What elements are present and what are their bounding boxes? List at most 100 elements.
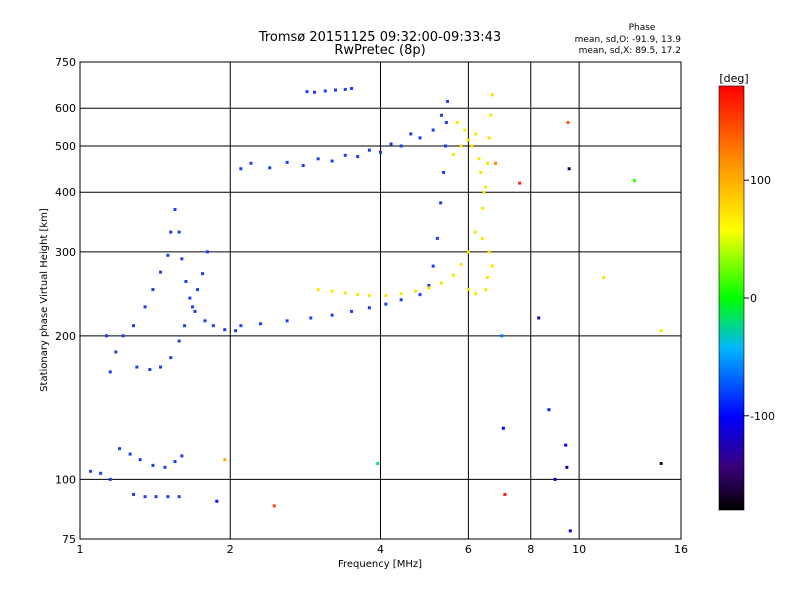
colorbar (718, 85, 745, 511)
data-point (166, 495, 170, 499)
data-point (473, 132, 477, 136)
data-point (305, 90, 309, 94)
data-point (384, 293, 388, 297)
data-point (632, 179, 636, 183)
data-point (234, 329, 238, 333)
data-point (431, 128, 435, 132)
chart-subtitle: RwPretec (8p) (334, 43, 425, 58)
data-point (180, 454, 184, 458)
data-point (547, 408, 551, 412)
data-point (473, 230, 477, 234)
data-point (480, 206, 484, 210)
data-point (169, 230, 173, 234)
data-point (350, 86, 354, 90)
y-axis-ticks: 75 100 200 300 400 500 600 750 (55, 56, 76, 546)
data-point (367, 293, 371, 297)
data-point (166, 253, 170, 257)
data-points (89, 86, 663, 533)
data-point (503, 492, 507, 496)
data-point (285, 160, 289, 164)
data-point (184, 279, 188, 283)
data-point (485, 161, 489, 165)
data-point (466, 250, 470, 254)
phase-box-line-o: mean, sd,O: -91.9, 13.9 (575, 35, 682, 45)
x-tick-label: 10 (572, 543, 586, 556)
data-point (440, 281, 444, 285)
data-point (367, 148, 371, 152)
x-tick-label: 6 (465, 543, 472, 556)
data-point (223, 458, 227, 462)
grid-lines (80, 62, 681, 539)
data-point (323, 89, 327, 93)
data-point (568, 529, 572, 533)
data-point (312, 90, 316, 94)
x-tick-label: 4 (377, 543, 384, 556)
data-point (108, 477, 112, 481)
data-point (389, 142, 393, 146)
data-point (143, 495, 147, 499)
colorbar-label: [deg] (719, 72, 748, 85)
data-point (489, 113, 493, 117)
data-point (211, 324, 215, 328)
data-point (151, 288, 155, 292)
data-point (487, 250, 491, 254)
data-point (659, 461, 663, 465)
data-point (159, 270, 163, 274)
data-point (215, 499, 219, 503)
data-point (118, 447, 122, 451)
data-point (602, 276, 606, 280)
data-point (376, 461, 380, 465)
data-point (132, 492, 136, 496)
data-point (500, 334, 504, 338)
data-point (316, 288, 320, 292)
data-point (444, 121, 448, 125)
data-point (128, 452, 132, 456)
data-point (470, 144, 474, 148)
x-axis-label: Frequency [MHz] (338, 559, 422, 570)
data-point (333, 88, 337, 92)
data-point (484, 288, 488, 292)
y-tick-label: 400 (55, 186, 76, 199)
data-point (343, 291, 347, 295)
data-point (132, 324, 136, 328)
data-point (427, 283, 431, 287)
data-point (330, 289, 334, 293)
data-point (272, 504, 276, 508)
data-point (444, 144, 448, 148)
data-point (108, 370, 112, 374)
data-point (418, 293, 422, 297)
data-point (518, 181, 522, 185)
data-point (490, 264, 494, 268)
data-point (459, 263, 463, 267)
data-point (477, 157, 481, 161)
data-point (501, 426, 505, 430)
data-point (487, 136, 491, 140)
data-point (484, 185, 488, 189)
data-point (490, 93, 494, 97)
plot-frame (79, 61, 682, 540)
data-point (459, 144, 463, 148)
data-point (239, 167, 243, 171)
data-point (259, 322, 263, 326)
x-tick-label: 8 (527, 543, 534, 556)
data-point (138, 458, 142, 462)
data-point (399, 144, 403, 148)
data-point (418, 136, 422, 140)
data-point (154, 495, 158, 499)
data-point (159, 365, 163, 369)
data-point (431, 264, 435, 268)
data-point (163, 465, 167, 469)
data-point (440, 113, 444, 117)
data-point (114, 350, 118, 354)
data-point (177, 230, 181, 234)
data-point (537, 316, 541, 320)
data-point (173, 207, 177, 211)
data-point (473, 292, 477, 296)
data-point (205, 250, 209, 254)
data-point (659, 329, 663, 333)
y-tick-label: 200 (55, 330, 76, 343)
data-point (466, 138, 470, 142)
data-point (485, 276, 489, 280)
y-tick-label: 600 (55, 102, 76, 115)
